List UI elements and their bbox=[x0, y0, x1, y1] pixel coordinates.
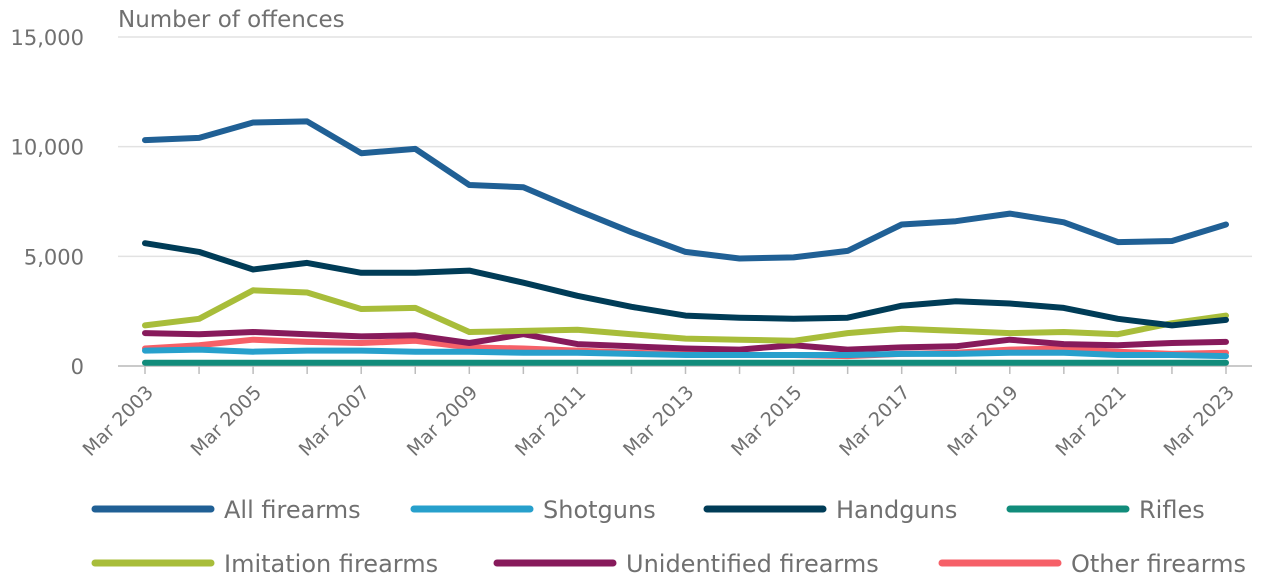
x-tick-label: Mar 2009 bbox=[403, 381, 482, 460]
x-axis-ticks: Mar 2003 Mar 2005 Mar 2007 Mar 2009 Mar 2011… bbox=[79, 366, 1239, 461]
legend-label: Shotguns bbox=[543, 496, 656, 524]
y-axis-ticks: 0 5,000 10,000 15,000 bbox=[11, 26, 84, 379]
x-tick-label: Mar 2023 bbox=[1160, 381, 1239, 460]
legend-item: Shotguns bbox=[410, 496, 656, 524]
x-tick-label: Mar 2007 bbox=[295, 381, 374, 460]
x-tick-label: Mar 2019 bbox=[943, 381, 1022, 460]
series-line-handguns bbox=[142, 240, 1229, 329]
x-tick-label: Mar 2021 bbox=[1051, 381, 1130, 460]
series-group bbox=[142, 118, 1229, 366]
x-tick-label: Mar 2017 bbox=[835, 381, 914, 460]
y-tick-label: 15,000 bbox=[11, 26, 84, 50]
series-line-imitation-firearms bbox=[142, 287, 1229, 344]
x-tick-label: Mar 2015 bbox=[727, 381, 806, 460]
series-line-unidentified-firearms bbox=[142, 329, 1229, 353]
series-line-all-firearms bbox=[142, 118, 1229, 262]
legend-item: All firearms bbox=[91, 496, 361, 524]
legend-item: Rifles bbox=[1006, 496, 1205, 524]
legend-label: Unidentified firearms bbox=[626, 550, 879, 576]
x-tick-label: Mar 2013 bbox=[619, 381, 698, 460]
legend-label: Rifles bbox=[1139, 496, 1205, 524]
x-tick-label: Mar 2003 bbox=[79, 381, 158, 460]
x-tick-label: Mar 2005 bbox=[187, 381, 266, 460]
legend-item: Handguns bbox=[703, 496, 957, 524]
y-tick-label: 5,000 bbox=[24, 245, 84, 269]
legend-label: Other firearms bbox=[1071, 550, 1246, 576]
legend-label: Handguns bbox=[836, 496, 957, 524]
y-axis-label: Number of offences bbox=[118, 7, 345, 33]
legend-item: Unidentified firearms bbox=[493, 550, 879, 576]
legend: All firearms Shotguns Handguns Rifles Imitat… bbox=[91, 496, 1246, 576]
series-line-shotguns bbox=[142, 346, 1229, 360]
legend-item: Imitation firearms bbox=[91, 550, 438, 576]
legend-label: Imitation firearms bbox=[224, 550, 438, 576]
legend-label: All firearms bbox=[224, 496, 361, 524]
y-tick-label: 10,000 bbox=[11, 136, 84, 160]
y-tick-label: 0 bbox=[71, 355, 84, 379]
legend-item: Other firearms bbox=[938, 550, 1246, 576]
x-tick-label: Mar 2011 bbox=[511, 381, 590, 460]
